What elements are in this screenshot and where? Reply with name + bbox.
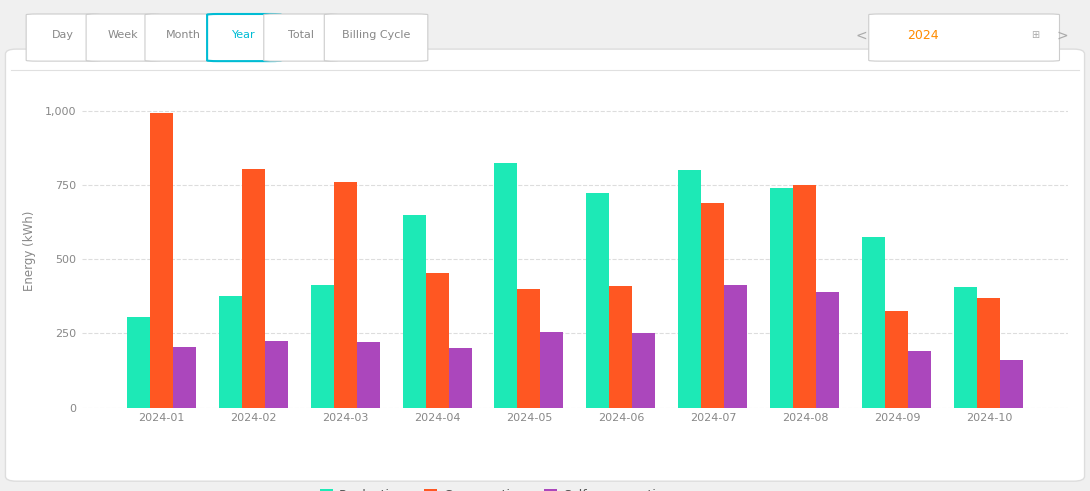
Text: Week: Week — [108, 30, 138, 40]
Bar — [126, 317, 149, 408]
Bar — [862, 237, 885, 408]
Bar — [311, 284, 334, 408]
Bar — [678, 170, 702, 408]
Text: ⊞: ⊞ — [1031, 30, 1040, 40]
Bar — [1001, 360, 1024, 408]
Bar — [885, 311, 908, 408]
Text: <: < — [856, 28, 867, 42]
Bar — [425, 273, 448, 408]
FancyBboxPatch shape — [145, 14, 221, 61]
FancyBboxPatch shape — [26, 14, 100, 61]
Bar — [632, 332, 655, 408]
Bar — [334, 182, 356, 408]
Bar — [771, 188, 794, 408]
Bar — [495, 163, 518, 408]
Text: Month: Month — [166, 30, 201, 40]
Text: 2024: 2024 — [907, 29, 938, 42]
Text: Year: Year — [232, 30, 256, 40]
FancyBboxPatch shape — [869, 14, 1059, 61]
Bar — [908, 351, 931, 408]
Bar — [816, 292, 839, 408]
Bar — [586, 192, 609, 408]
Bar — [448, 348, 472, 408]
Bar — [356, 342, 379, 408]
FancyBboxPatch shape — [86, 14, 160, 61]
Bar — [172, 347, 195, 408]
FancyBboxPatch shape — [325, 14, 427, 61]
Y-axis label: Energy (kWh): Energy (kWh) — [23, 210, 36, 291]
Bar — [955, 287, 978, 408]
Bar — [402, 215, 425, 408]
Bar — [219, 297, 242, 408]
Bar — [725, 284, 748, 408]
Bar — [149, 112, 172, 408]
FancyBboxPatch shape — [264, 14, 338, 61]
FancyBboxPatch shape — [207, 14, 281, 61]
Bar — [702, 203, 725, 408]
Text: >: > — [1057, 28, 1068, 42]
Bar — [794, 185, 816, 408]
Legend: Production, Consumption, Self-consumption: Production, Consumption, Self-consumptio… — [320, 489, 671, 491]
Bar — [609, 286, 632, 408]
Text: Day: Day — [52, 30, 74, 40]
Text: Billing Cycle: Billing Cycle — [342, 30, 410, 40]
Text: Total: Total — [288, 30, 314, 40]
Bar — [978, 298, 1001, 408]
Bar — [541, 332, 564, 408]
Bar — [265, 341, 288, 408]
Bar — [518, 289, 541, 408]
Bar — [242, 169, 265, 408]
